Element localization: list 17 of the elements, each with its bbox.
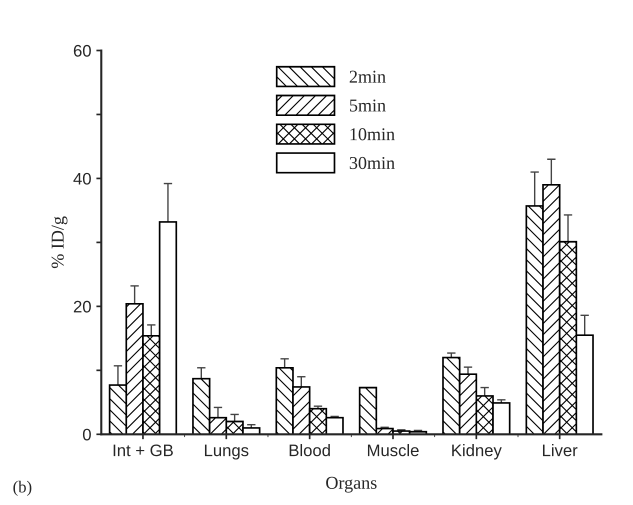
y-tick-label: 60 <box>74 44 91 57</box>
text: (b) <box>13 480 32 496</box>
x-tick-label: Int + GB <box>114 444 173 456</box>
legend-label: 5min <box>350 99 386 112</box>
x-tick-label: Lungs <box>204 444 248 460</box>
x-tick-label: Kidney <box>452 444 502 460</box>
x-tick-label: Muscle <box>368 444 419 456</box>
y-tick-label: 0 <box>82 428 91 441</box>
legend-label: 30min <box>350 156 395 170</box>
legend-label: 10min <box>350 128 395 140</box>
x-axis-title: Organs <box>326 476 377 493</box>
x-tick-label: Liver <box>542 444 578 456</box>
legend-label: 2min <box>350 70 386 83</box>
y-tick-label: 20 <box>74 300 91 313</box>
x-tick-label: Blood <box>290 444 330 456</box>
y-tick-label: 40 <box>73 172 91 185</box>
y-axis-title: % ID/g <box>52 216 68 268</box>
